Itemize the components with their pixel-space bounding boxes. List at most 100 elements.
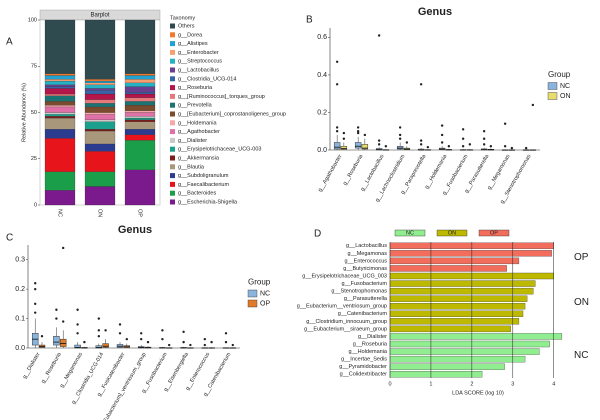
outlier (76, 332, 79, 335)
outlier (356, 131, 360, 135)
outlier (398, 133, 402, 137)
bar-segment (84, 84, 116, 89)
legend-label: g__Bacteroides (178, 191, 216, 197)
outlier (384, 145, 388, 148)
x-tick-label: NC (57, 209, 63, 217)
outlier (146, 340, 150, 344)
lda-bar (389, 325, 511, 333)
bar-label: g__Clostridium_innocuum_group (306, 319, 387, 325)
bar-segment (124, 86, 156, 93)
bar-segment (44, 138, 76, 172)
legend-label: g__Roseburia (178, 85, 213, 91)
bar-segment (44, 129, 76, 139)
lda-bar (389, 310, 524, 317)
legend-swatch (170, 181, 175, 187)
outlier (440, 124, 444, 127)
legend-swatch (170, 111, 175, 117)
box (340, 145, 348, 150)
box (53, 335, 60, 346)
legend-title: Group (248, 278, 271, 287)
outlier (440, 141, 444, 144)
outlier (182, 330, 185, 334)
bar-segment (44, 101, 76, 106)
x-tick-label: g__Roseburia (40, 351, 63, 384)
group-label: NC (574, 350, 588, 361)
y-axis-label: Relative Abundance (%) (21, 83, 27, 142)
y-tick-label: 0.0 (15, 345, 25, 352)
legend-label: NC (260, 290, 270, 297)
bar-segment (84, 19, 116, 80)
bar-label: g__Dialister (358, 334, 387, 340)
bar-segment (44, 84, 76, 87)
bar-segment (124, 110, 156, 113)
bar-segment (84, 171, 116, 187)
outlier (405, 141, 409, 144)
outlier (140, 332, 143, 335)
outlier (489, 145, 493, 148)
outlier (34, 302, 37, 306)
bar-segment (44, 93, 76, 96)
legend-label: g__Dorea (178, 32, 203, 38)
outlier (398, 126, 402, 129)
bar-label: g__Erysipelotrichaceae_UCG_003 (302, 273, 387, 279)
legend-label: g__Dialister (178, 138, 207, 144)
bar-segment (84, 143, 116, 152)
outlier (426, 145, 430, 149)
legend-swatch (247, 299, 258, 308)
bar-segment (84, 99, 116, 104)
bar-segment (44, 79, 76, 82)
lda-bar (389, 250, 552, 257)
legend-label: Others (178, 23, 195, 29)
lda-bar (389, 363, 505, 370)
bar-label: g__Stenotrophomonas (331, 289, 387, 295)
legend-swatch (478, 229, 510, 237)
legend-swatch (170, 76, 175, 82)
bar-segment (44, 19, 76, 74)
legend-label: g__Holdemania (178, 120, 217, 126)
outlier (189, 343, 192, 347)
bar-segment (44, 117, 76, 130)
legend-swatch (170, 199, 175, 205)
legend-swatch (547, 82, 558, 90)
outlier (76, 308, 79, 311)
box (59, 338, 67, 347)
bar-segment (124, 169, 156, 206)
legend-swatch (547, 92, 558, 100)
bar-segment (124, 93, 156, 98)
legend-label: g__Faecalibacterium (178, 182, 229, 188)
outlier (104, 329, 107, 332)
outlier (182, 340, 185, 344)
bar-segment (124, 73, 156, 76)
y-tick-label: 100 (28, 17, 37, 23)
bar-segment (44, 73, 76, 76)
bar-label: g__Roseburia (353, 341, 388, 347)
lda-bar (389, 257, 520, 265)
bar-segment (44, 86, 76, 89)
chart-title: Genus (118, 224, 152, 236)
outlier (419, 139, 423, 142)
bar-segment (124, 116, 156, 119)
bar-segment (84, 90, 116, 95)
outlier (34, 282, 37, 285)
legend-label: NC (560, 83, 570, 90)
y-tick-label: 50 (31, 110, 37, 116)
outlier (34, 311, 37, 314)
legend-label: OP (260, 300, 270, 307)
y-tick-label: 0.4 (317, 72, 327, 79)
outlier (224, 332, 228, 335)
bar-label: g__Megamonas (348, 251, 388, 257)
bar-segment (44, 104, 76, 108)
y-tick-label: 0.2 (15, 286, 25, 293)
outlier (377, 143, 381, 146)
bar-segment (84, 114, 116, 120)
bar-label: g__Catenibacterium (338, 311, 388, 317)
bar-segment (124, 140, 156, 170)
legend-label: ON (448, 230, 456, 236)
y-tick-label: 0.2 (317, 109, 327, 116)
x-tick-label: OP (137, 209, 143, 217)
outlier (461, 145, 465, 148)
outlier (97, 317, 101, 320)
bar-segment (84, 121, 116, 130)
outlier (342, 137, 346, 140)
outlier (342, 131, 346, 135)
